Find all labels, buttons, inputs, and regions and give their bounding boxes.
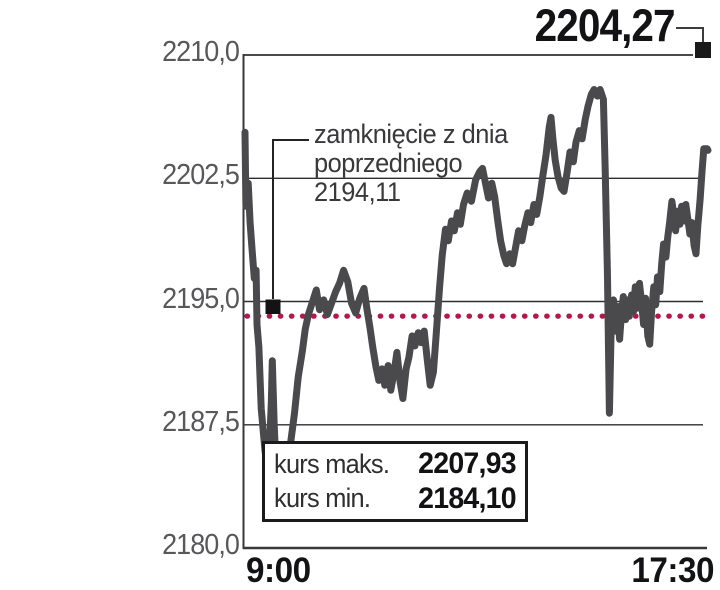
min-value: 2184,10 — [418, 481, 516, 515]
annotation-line-3: 2194,11 — [314, 177, 401, 207]
y-tick-label: 2180,0 — [162, 529, 240, 561]
y-tick-label: 2210,0 — [162, 36, 240, 68]
last-price-label: 2204,27 — [534, 0, 676, 51]
y-tick-label: 2202,5 — [162, 159, 240, 192]
previous-close-annotation: zamknięcie z dnia poprzedniego 2194,11 — [314, 120, 508, 207]
last-price-marker-square — [695, 42, 711, 58]
previous-close-marker-square — [265, 299, 281, 314]
last-price-callout-line — [676, 27, 704, 44]
previous-close-callout-line — [272, 139, 309, 299]
y-tick-label: 2187,5 — [162, 405, 240, 438]
min-label: kurs min. — [274, 483, 371, 514]
x-tick-open: 9:00 — [246, 551, 311, 590]
annotation-line-2: poprzedniego — [314, 148, 463, 178]
max-value: 2207,93 — [418, 447, 516, 481]
x-tick-close: 17:30 — [631, 551, 714, 590]
stats-row-max: kurs maks. 2207,93 — [274, 447, 517, 481]
annotation-line-1: zamknięcie z dnia — [314, 119, 508, 149]
stats-row-min: kurs min. 2184,10 — [274, 481, 517, 516]
max-label: kurs maks. — [274, 448, 390, 479]
stats-box: kurs maks. 2207,93 kurs min. 2184,10 — [262, 441, 528, 522]
gridlines — [243, 54, 703, 426]
price-line — [241, 86, 712, 485]
y-tick-label: 2195,0 — [162, 282, 240, 315]
